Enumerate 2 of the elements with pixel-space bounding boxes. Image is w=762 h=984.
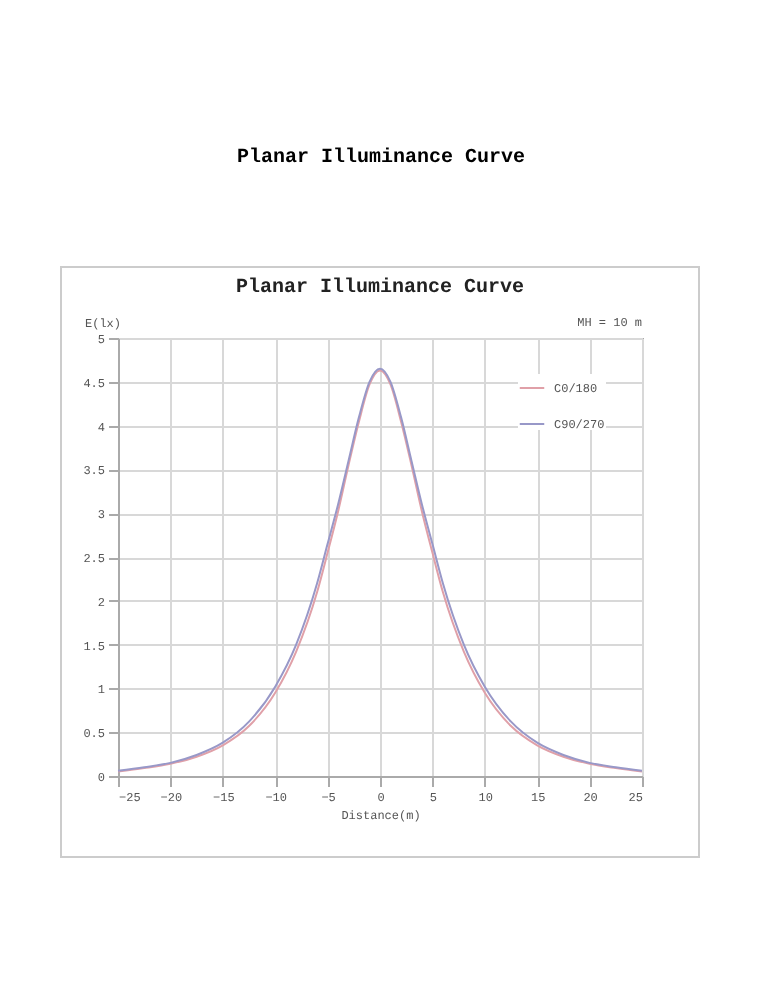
chart-subtitle: Planar Illuminance Curve — [235, 276, 525, 300]
chart-title: Planar Illuminance Curve — [234, 148, 528, 170]
